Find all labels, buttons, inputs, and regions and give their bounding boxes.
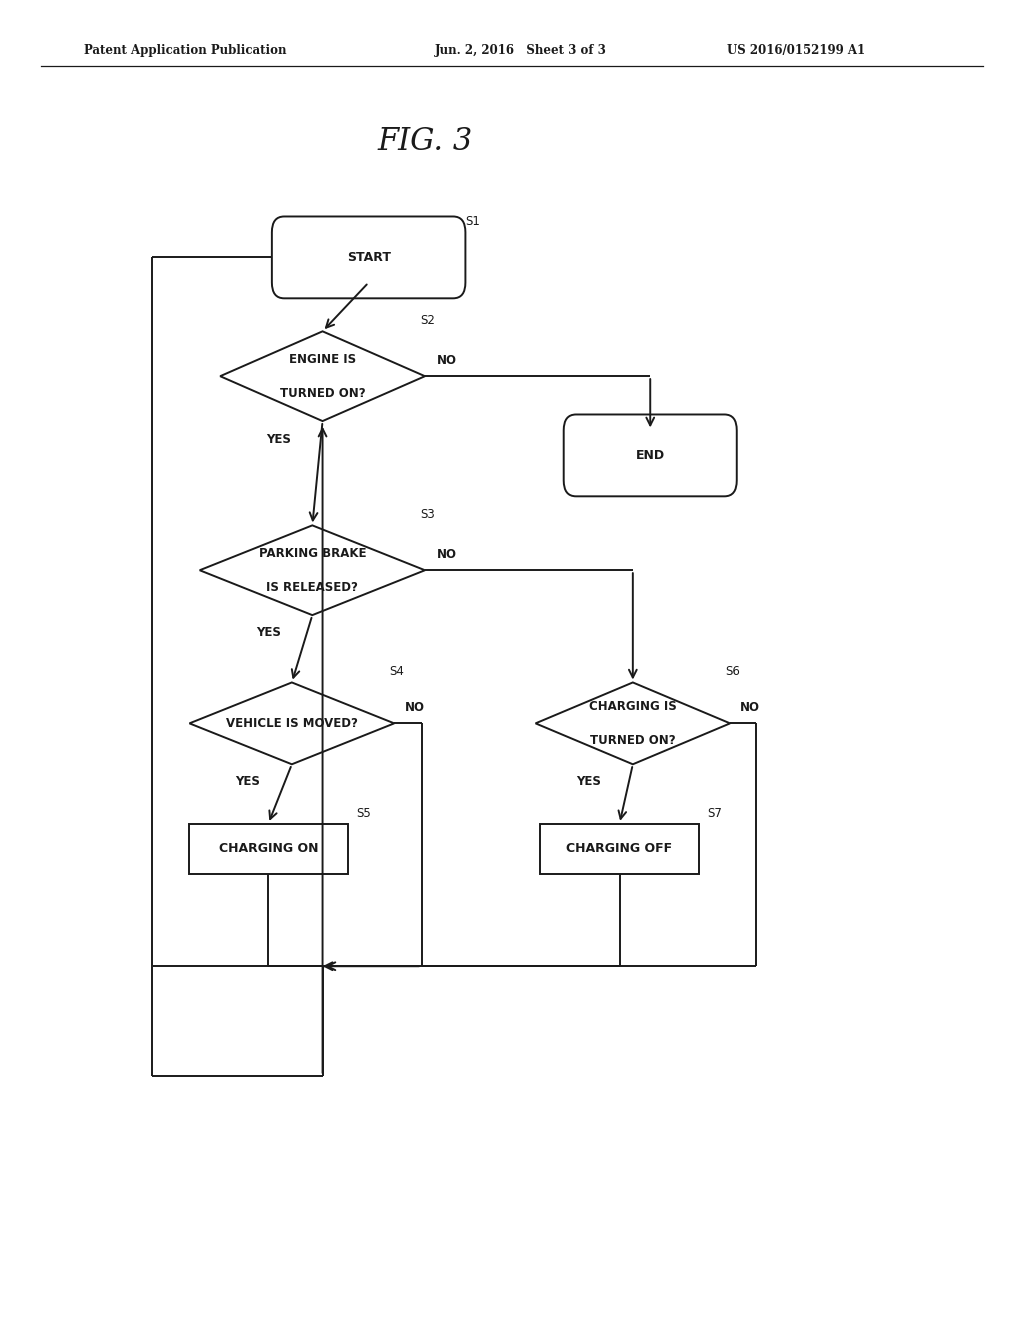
Text: S3: S3 [420, 508, 434, 521]
Text: NO: NO [404, 701, 425, 714]
Text: NO: NO [437, 548, 458, 561]
Polygon shape [200, 525, 425, 615]
Text: S7: S7 [707, 807, 722, 820]
Text: TURNED ON?: TURNED ON? [590, 734, 676, 747]
Text: US 2016/0152199 A1: US 2016/0152199 A1 [727, 44, 865, 57]
Text: CHARGING IS: CHARGING IS [589, 700, 677, 713]
Text: START: START [347, 251, 390, 264]
Text: YES: YES [266, 433, 291, 446]
Text: FIG. 3: FIG. 3 [377, 125, 473, 157]
Text: Jun. 2, 2016   Sheet 3 of 3: Jun. 2, 2016 Sheet 3 of 3 [435, 44, 607, 57]
FancyBboxPatch shape [563, 414, 737, 496]
Bar [188, 824, 348, 874]
Text: S4: S4 [389, 665, 404, 678]
Text: CHARGING ON: CHARGING ON [218, 842, 318, 855]
Polygon shape [536, 682, 730, 764]
FancyBboxPatch shape [271, 216, 465, 298]
Text: PARKING BRAKE: PARKING BRAKE [259, 546, 366, 560]
Text: YES: YES [256, 626, 281, 639]
Text: S2: S2 [420, 314, 435, 327]
Text: YES: YES [236, 775, 260, 788]
Polygon shape [220, 331, 425, 421]
Text: IS RELEASED?: IS RELEASED? [266, 581, 358, 594]
Text: VEHICLE IS MOVED?: VEHICLE IS MOVED? [226, 717, 357, 730]
Text: S5: S5 [356, 807, 371, 820]
Bar [541, 824, 698, 874]
Text: YES: YES [577, 775, 601, 788]
Text: END: END [636, 449, 665, 462]
Text: Patent Application Publication: Patent Application Publication [84, 44, 287, 57]
Text: S6: S6 [725, 665, 740, 678]
Text: NO: NO [740, 701, 761, 714]
Polygon shape [189, 682, 394, 764]
Text: CHARGING OFF: CHARGING OFF [566, 842, 673, 855]
Text: S1: S1 [465, 215, 480, 228]
Text: ENGINE IS: ENGINE IS [289, 352, 356, 366]
Text: TURNED ON?: TURNED ON? [280, 387, 366, 400]
Text: NO: NO [437, 354, 458, 367]
